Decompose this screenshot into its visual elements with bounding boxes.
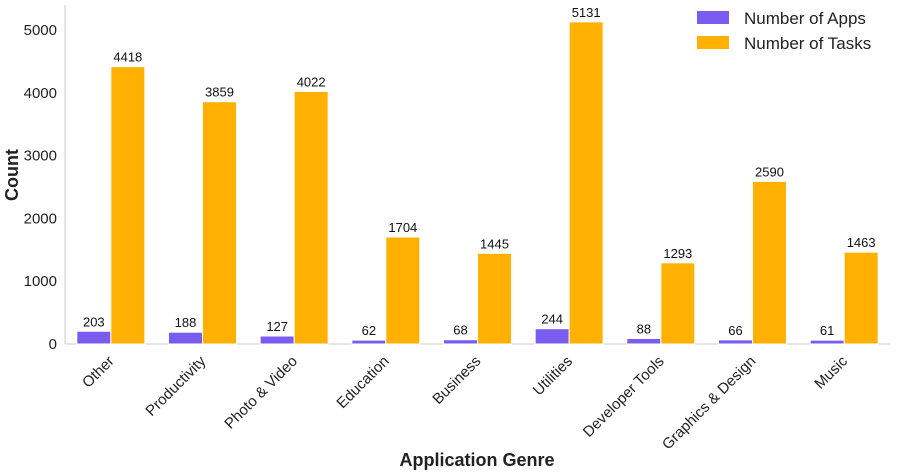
bar-value-label: 244: [541, 312, 563, 327]
bar: [110, 66, 146, 345]
bar-value-label: 4022: [297, 75, 326, 90]
x-tick-label: Productivity: [142, 352, 209, 419]
bar: [626, 337, 662, 345]
bar: [259, 335, 295, 345]
bar-value-label: 203: [83, 314, 105, 329]
bar-value-label: 127: [266, 319, 288, 334]
bar: [843, 251, 879, 345]
bar: [660, 262, 696, 345]
x-tick-label: Business: [429, 353, 484, 408]
x-tick-label: Graphics & Design: [659, 353, 759, 453]
x-tick-label: Music: [811, 352, 851, 392]
y-tick-label: 5000: [24, 22, 57, 39]
bar: [477, 252, 512, 345]
bar-value-label: 188: [175, 315, 197, 330]
bars: [76, 21, 879, 345]
y-tick-label: 3000: [24, 148, 57, 165]
bar: [809, 339, 845, 345]
bar: [534, 328, 570, 345]
bar-value-label: 88: [637, 321, 651, 336]
legend-label: Number of Apps: [744, 9, 866, 28]
bar-value-label: 66: [728, 323, 742, 338]
x-tick-label: Developer Tools: [580, 353, 668, 441]
bar-value-label: 62: [362, 323, 376, 338]
bar-value-label: 1445: [480, 236, 509, 251]
y-tick-label: 0: [49, 336, 57, 353]
bar: [202, 101, 237, 345]
y-tick-label: 4000: [24, 85, 57, 102]
x-tick-label: Utilities: [530, 353, 576, 399]
bar: [568, 21, 604, 345]
bar-value-label: 3859: [205, 85, 234, 100]
bar: [718, 339, 753, 345]
bar-value-label: 1704: [388, 220, 417, 235]
x-tick-label: Other: [79, 353, 118, 392]
legend-swatch: [697, 11, 729, 24]
bar: [351, 339, 387, 345]
bar-value-label: 4418: [113, 50, 142, 65]
bar: [76, 330, 112, 345]
bar-value-label: 1463: [847, 235, 876, 250]
y-tick-label: 1000: [24, 273, 57, 290]
legend-swatch: [697, 36, 729, 49]
x-tick-label: Photo & Video: [221, 353, 301, 433]
bar-value-label: 2590: [755, 164, 784, 179]
bar: [385, 236, 421, 345]
x-tick-label: Education: [333, 353, 392, 412]
bar: [293, 91, 329, 345]
x-axis-title: Application Genre: [399, 450, 554, 470]
legend: Number of Apps Number of Tasks: [697, 9, 871, 53]
bar-value-label: 61: [820, 323, 834, 338]
bar: [168, 331, 203, 345]
y-axis-title: Count: [2, 149, 22, 201]
bar: [752, 180, 787, 345]
y-tick-labels: 0 1000 2000 3000 4000 5000: [24, 22, 57, 353]
x-tick-labels: Other Productivity Photo & Video Education B…: [79, 352, 851, 453]
bar: [443, 339, 478, 345]
bar-value-label: 1293: [663, 246, 692, 261]
bar-value-labels: 203 4418 188 3859 127 4022 62 1704 68 1445 244 5131…: [83, 5, 876, 338]
y-tick-label: 2000: [24, 210, 57, 227]
bar-value-label: 5131: [572, 5, 601, 20]
bar-value-label: 68: [453, 323, 467, 338]
legend-label: Number of Tasks: [744, 34, 871, 53]
